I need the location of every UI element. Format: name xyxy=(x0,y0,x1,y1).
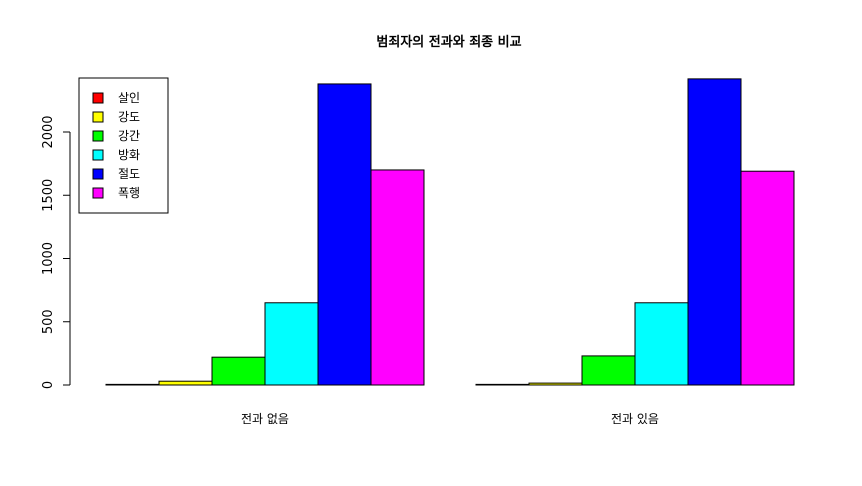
legend-label: 강간 xyxy=(118,129,140,143)
bar-groups xyxy=(105,78,795,386)
chart-title: 범죄자의 전과와 죄종 비교 xyxy=(376,34,521,50)
legend-label: 강도 xyxy=(118,110,140,124)
y-tick-label: 500 xyxy=(41,309,56,334)
legend-label: 폭행 xyxy=(118,185,140,200)
legend-label: 절도 xyxy=(118,167,140,181)
bar xyxy=(105,383,160,386)
legend-label: 방화 xyxy=(118,148,140,162)
bar xyxy=(158,380,213,386)
legend-swatch xyxy=(92,149,104,161)
y-tick-label: 1000 xyxy=(41,242,56,275)
legend-swatch xyxy=(92,168,104,180)
bar-group xyxy=(105,83,425,386)
bar xyxy=(740,170,795,386)
legend-swatch xyxy=(92,111,104,123)
y-axis: 0 500 1000 1500 2000 xyxy=(41,115,71,389)
bar xyxy=(370,169,425,386)
bar xyxy=(687,78,742,386)
bar xyxy=(264,302,319,386)
category-label: 전과 있음 xyxy=(611,412,659,426)
category-labels: 전과 없음 전과 있음 xyxy=(241,412,659,426)
bar xyxy=(634,302,689,386)
legend-swatch xyxy=(92,130,104,142)
bar xyxy=(475,383,530,386)
legend-swatch xyxy=(92,92,104,104)
bar xyxy=(581,355,636,386)
bar xyxy=(528,382,583,386)
bar-group xyxy=(475,78,795,386)
legend-swatch xyxy=(92,187,104,199)
bar xyxy=(211,356,266,386)
y-tick-label: 1500 xyxy=(41,179,56,212)
y-tick-label: 0 xyxy=(41,381,56,389)
legend-label: 살인 xyxy=(118,91,140,105)
y-tick-label: 2000 xyxy=(41,115,56,148)
category-label: 전과 없음 xyxy=(241,412,289,426)
bar xyxy=(317,83,372,386)
